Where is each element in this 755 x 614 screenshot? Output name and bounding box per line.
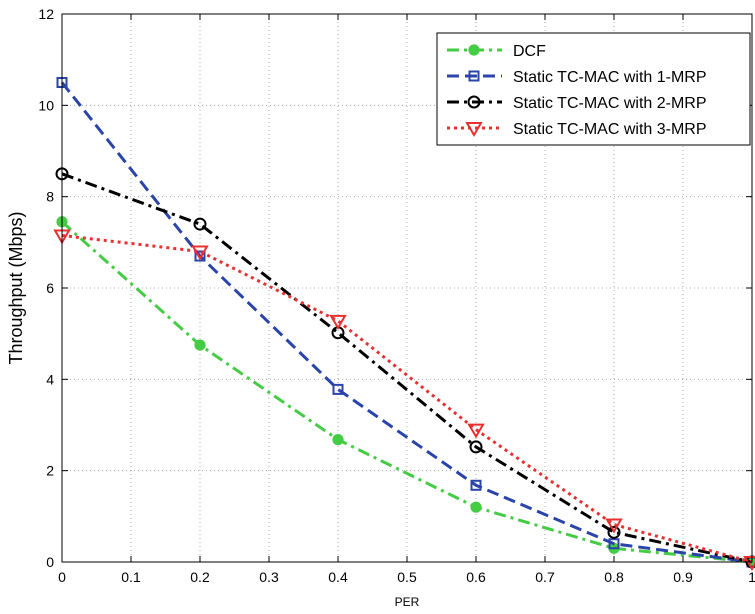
y-tick-label: 0 xyxy=(46,554,54,570)
x-tick-label: 0.1 xyxy=(121,569,141,585)
legend-item: Static TC-MAC with 1-MRP xyxy=(447,69,707,86)
x-tick-label: 0.2 xyxy=(190,569,210,585)
y-tick-label: 4 xyxy=(46,371,54,387)
series-line xyxy=(61,233,753,564)
x-tick-label: 1 xyxy=(748,569,755,585)
y-tick-label: 8 xyxy=(46,189,54,205)
legend-item: Static TC-MAC with 2-MRP xyxy=(447,95,707,112)
data-point xyxy=(332,434,344,446)
legend-item: DCF xyxy=(447,43,546,60)
legend-marker xyxy=(467,95,481,109)
data-point xyxy=(607,525,621,539)
data-point xyxy=(332,383,344,395)
legend-label: Static TC-MAC with 3-MRP xyxy=(513,121,707,138)
grid xyxy=(62,14,752,562)
x-tick-label: 0.9 xyxy=(673,569,693,585)
data-point xyxy=(467,423,485,439)
data-point xyxy=(193,217,207,231)
data-point xyxy=(194,339,206,351)
legend-marker xyxy=(468,44,480,56)
y-tick-label: 12 xyxy=(38,6,54,22)
series-line xyxy=(60,81,753,564)
y-tick-label: 2 xyxy=(46,463,54,479)
x-tick-label: 0.6 xyxy=(466,569,486,585)
legend-item: Static TC-MAC with 3-MRP xyxy=(447,121,707,138)
data-point xyxy=(469,440,483,454)
data-point xyxy=(605,518,623,534)
legend-label: Static TC-MAC with 2-MRP xyxy=(513,95,707,112)
legend-label: DCF xyxy=(513,43,546,60)
series-line xyxy=(61,220,753,564)
data-point xyxy=(191,245,209,261)
y-axis-label: Throughput (Mbps) xyxy=(6,211,26,364)
y-tick-label: 6 xyxy=(46,280,54,296)
x-tick-label: 0.8 xyxy=(604,569,624,585)
legend-marker xyxy=(465,122,483,137)
data-point xyxy=(329,314,347,330)
data-point xyxy=(470,501,482,513)
series-layer xyxy=(53,77,755,571)
x-axis-label: PER xyxy=(395,595,420,609)
legend-box xyxy=(436,32,751,146)
data-point xyxy=(470,479,482,491)
x-tick-label: 0.7 xyxy=(535,569,555,585)
x-tick-label: 0.4 xyxy=(328,569,348,585)
legend: DCF Static TC-MAC with 1-MRP Static TC-MAC… xyxy=(436,32,751,146)
y-tick-label: 10 xyxy=(38,97,54,113)
legend-marker xyxy=(468,70,480,82)
data-point xyxy=(608,538,620,550)
legend-label: Static TC-MAC with 1-MRP xyxy=(513,69,707,86)
x-tick-label: 0.3 xyxy=(259,569,279,585)
x-tick-label: 0.5 xyxy=(397,569,417,585)
data-point xyxy=(194,250,206,262)
x-tick-label: 0 xyxy=(58,569,66,585)
